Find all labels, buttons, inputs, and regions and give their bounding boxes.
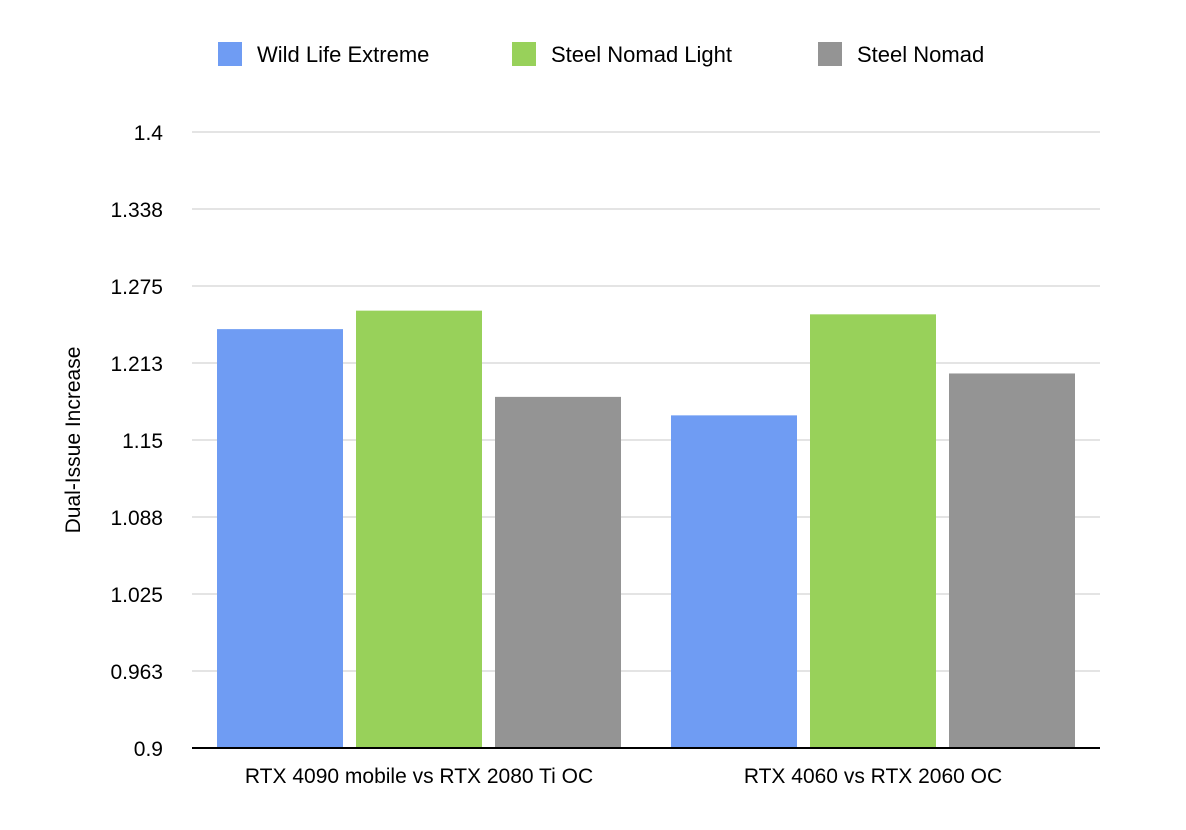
y-tick-label: 0.963 <box>110 661 163 684</box>
bars <box>217 310 1075 748</box>
legend-swatch <box>218 42 242 66</box>
gridlines <box>192 131 1100 672</box>
legend-swatch <box>512 42 536 66</box>
y-tick-label: 1.213 <box>110 353 163 376</box>
bar-steel-nomad-light <box>356 310 482 748</box>
bar-steel-nomad-light <box>810 314 936 748</box>
bar-steel-nomad <box>495 396 621 748</box>
y-tick-label: 1.338 <box>110 199 163 222</box>
y-tick-label: 1.088 <box>110 507 163 530</box>
legend-label: Wild Life Extreme <box>257 42 429 67</box>
y-tick-label: 0.9 <box>134 738 163 761</box>
y-axis-title: Dual-Issue Increase <box>62 347 85 534</box>
x-category-label: RTX 4090 mobile vs RTX 2080 Ti OC <box>245 765 593 788</box>
y-tick-label: 1.4 <box>134 122 164 145</box>
y-tick-label: 1.15 <box>122 430 163 453</box>
y-tick-label: 1.275 <box>110 276 163 299</box>
y-axis-tick-labels: 0.9 0.963 1.025 1.088 1.15 1.213 1.275 1.338 1.4 <box>110 122 163 761</box>
y-tick-label: 1.025 <box>110 584 163 607</box>
bar-wild-life-extreme <box>217 329 343 748</box>
legend-label: Steel Nomad <box>857 42 984 67</box>
bar-steel-nomad <box>949 373 1075 748</box>
x-axis-category-labels: RTX 4090 mobile vs RTX 2080 Ti OC RTX 406… <box>245 765 1002 788</box>
legend: Wild Life Extreme Steel Nomad Light Steel … <box>218 42 984 67</box>
bar-wild-life-extreme <box>671 415 797 748</box>
x-category-label: RTX 4060 vs RTX 2060 OC <box>744 765 1002 788</box>
legend-label: Steel Nomad Light <box>551 42 732 67</box>
legend-swatch <box>818 42 842 66</box>
